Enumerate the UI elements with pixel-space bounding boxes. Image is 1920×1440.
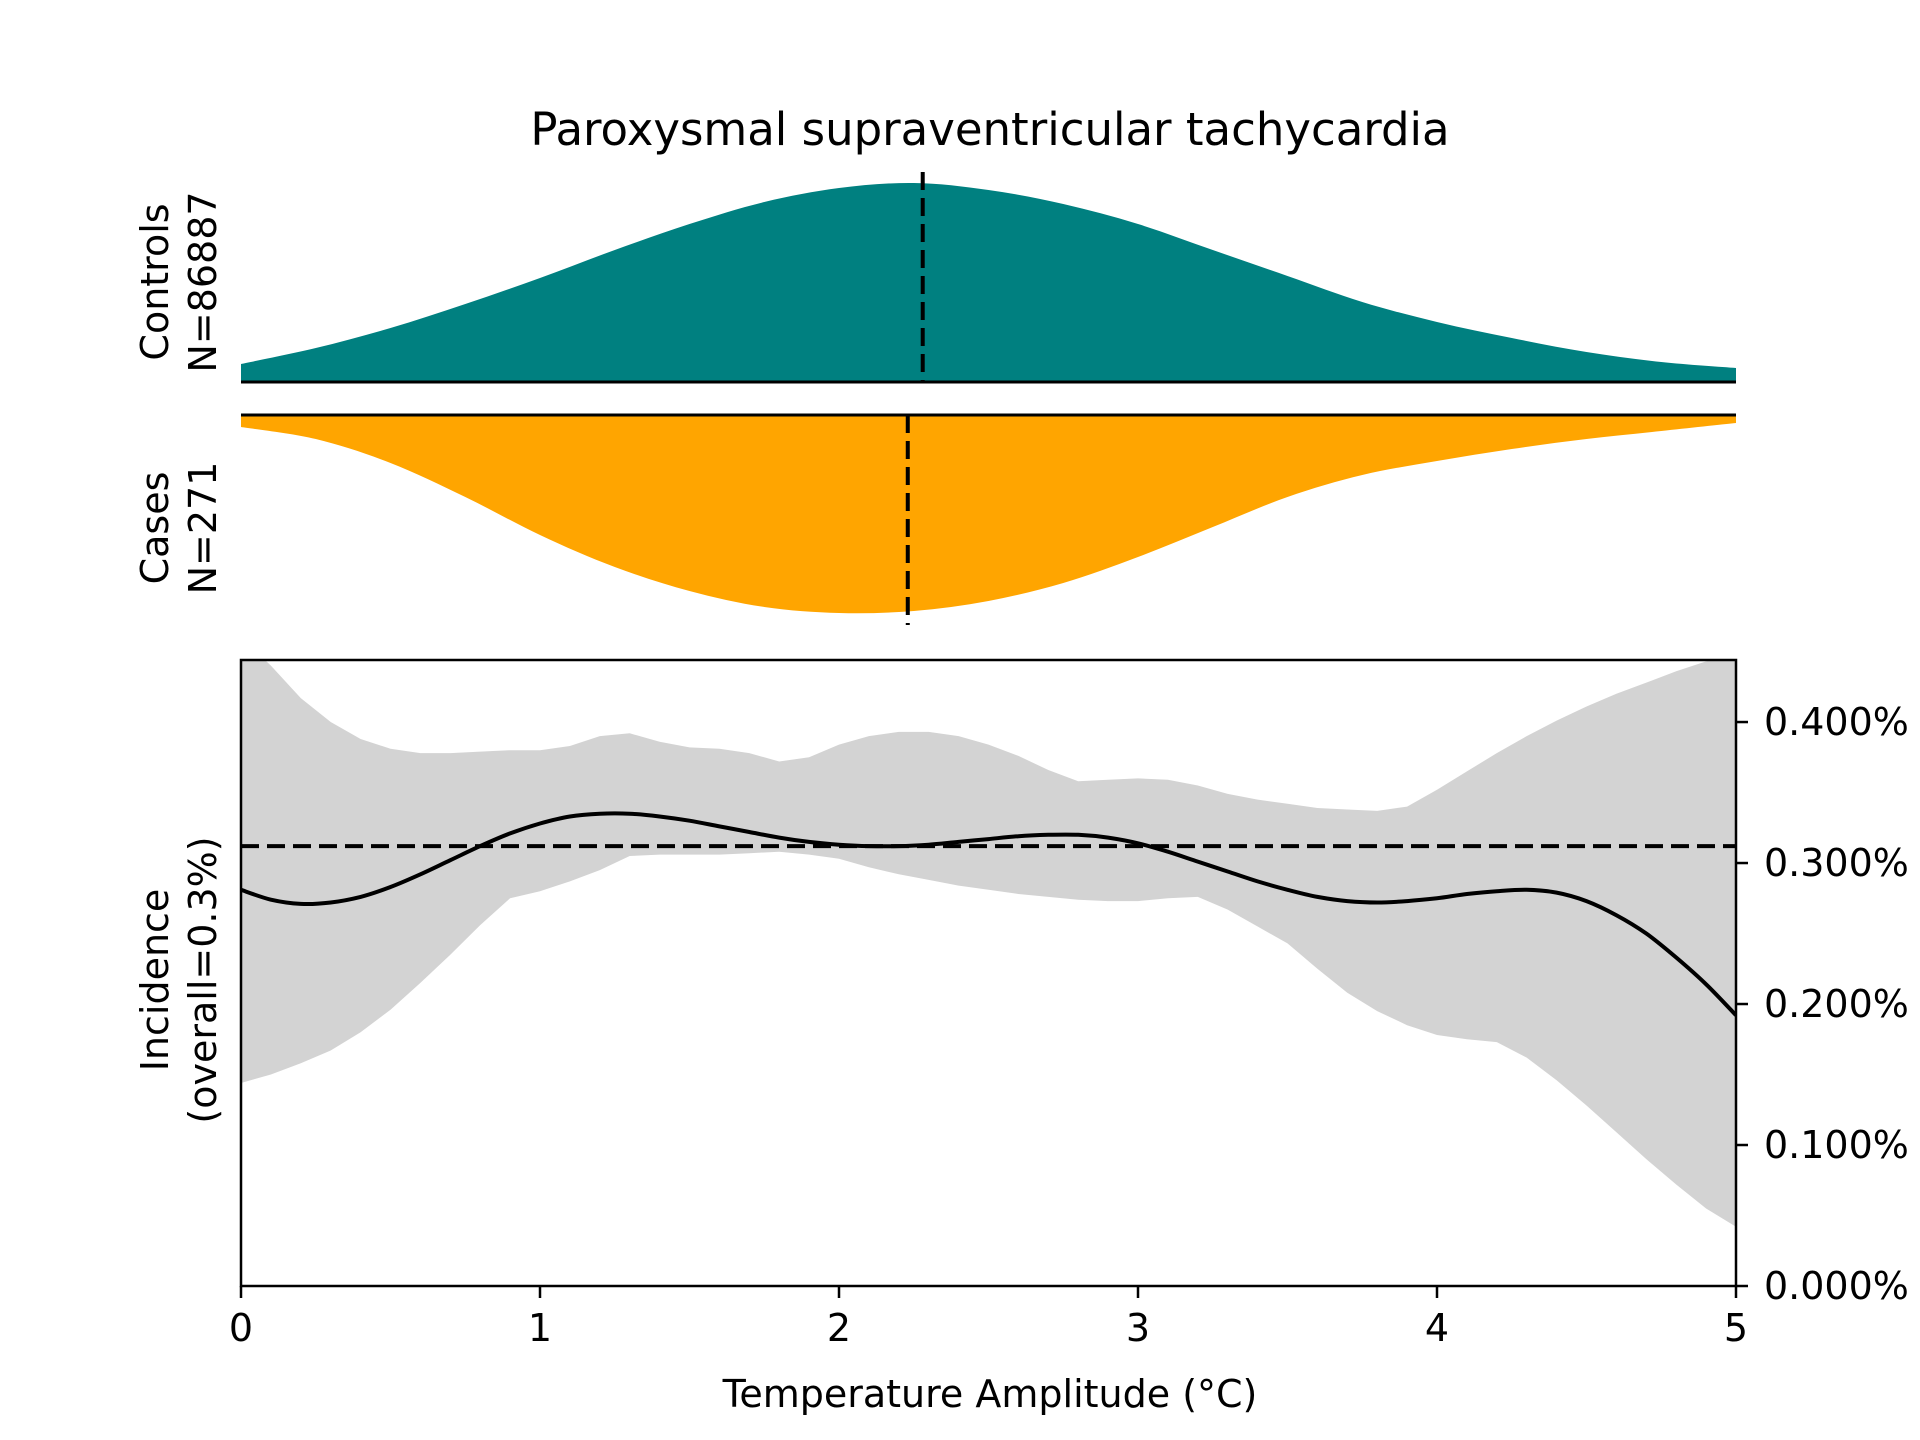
cases-density-area [241,415,1736,614]
controls-label: Controls [133,203,177,360]
y-axis-ticks: 0.000% 0.100% 0.200% 0.300% 0.400% [1736,700,1909,1308]
incidence-ylabel-overall: (overall=0.3%) [181,836,225,1123]
y-tick-label: 0.000% [1764,1264,1909,1308]
y-tick-label: 0.400% [1764,700,1909,744]
cases-label: Cases [133,472,177,585]
incidence-ylabel: Incidence [133,889,177,1072]
x-tick-label: 1 [528,1306,552,1350]
incidence-panel: 0 1 2 3 4 5 0.000% 0.100% 0.200% 0.300% 0.400% Te… [133,658,1909,1416]
controls-density-area [241,182,1736,382]
x-axis-label: Temperature Amplitude (°C) [722,1372,1258,1416]
x-tick-label: 2 [827,1306,851,1350]
y-tick-label: 0.200% [1764,982,1909,1026]
controls-n-label: N=86887 [181,191,225,372]
controls-panel: Controls N=86887 [133,172,1736,384]
x-tick-label: 4 [1425,1306,1449,1350]
chart-title: Paroxysmal supraventricular tachycardia [530,103,1449,156]
x-tick-label: 3 [1126,1306,1150,1350]
y-tick-label: 0.100% [1764,1123,1909,1167]
y-tick-label: 0.300% [1764,841,1909,885]
cases-panel: Cases N=271 [133,413,1736,625]
x-tick-label: 5 [1724,1306,1748,1350]
confidence-band [241,660,1736,1227]
cases-n-label: N=271 [181,462,225,595]
x-axis-ticks: 0 1 2 3 4 5 [229,1286,1748,1350]
incidence-axes-frame [239,658,1738,1288]
x-tick-label: 0 [229,1306,253,1350]
incidence-line [241,811,1736,1017]
